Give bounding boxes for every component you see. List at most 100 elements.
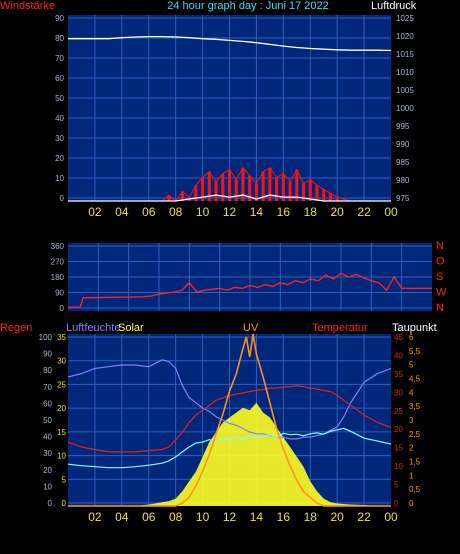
pressure-axis-tick-label: 1000 bbox=[396, 104, 414, 113]
climate-graph-hour-label: 16 bbox=[277, 510, 291, 524]
wind-graph-hour-label: 22 bbox=[357, 205, 371, 219]
wind-graph-hour-label: 12 bbox=[223, 205, 237, 219]
wind-axis-tick-label: 70 bbox=[55, 54, 64, 63]
humidity-axis-tick-label: 35 bbox=[57, 333, 66, 342]
wind-graph-hour-label: 18 bbox=[304, 205, 318, 219]
solar-axis-label: Solar bbox=[118, 322, 144, 334]
temperature-axis-tick-label: 35 bbox=[394, 370, 403, 379]
temperature-axis-tick-label: 20 bbox=[394, 425, 403, 434]
compass-axis-tick-label: N bbox=[436, 302, 444, 314]
uv-axis-tick-label: 4,5 bbox=[409, 375, 421, 384]
uv-axis-tick-label: 0,5 bbox=[409, 485, 421, 494]
rain-axis-tick-label: 30 bbox=[43, 449, 52, 458]
uv-axis-tick-label: 2,5 bbox=[409, 430, 421, 439]
temperature-axis-label: Temperatur bbox=[312, 322, 368, 334]
pressure-axis-tick-label: 995 bbox=[396, 122, 410, 131]
wind-axis-tick-label: 40 bbox=[55, 114, 64, 123]
uv-axis-tick-label: 1,5 bbox=[409, 458, 421, 467]
uv-axis-tick-label: 2 bbox=[409, 444, 414, 453]
wind-graph-hour-label: 00 bbox=[384, 205, 398, 219]
rain-axis-tick-label: 70 bbox=[43, 383, 52, 392]
compass-axis-tick-label: N bbox=[436, 240, 444, 252]
uv-axis-tick-label: 3 bbox=[409, 416, 414, 425]
pressure-axis-tick-label: 1015 bbox=[396, 50, 414, 59]
direction-axis-tick-label: 0 bbox=[60, 304, 65, 313]
rain-axis-tick-label: 20 bbox=[43, 466, 52, 475]
direction-axis-tick-label: 270 bbox=[51, 258, 65, 267]
compass-axis-tick-label: W bbox=[436, 287, 447, 299]
wind-graph-hour-label: 20 bbox=[330, 205, 344, 219]
direction-axis-tick-label: 180 bbox=[51, 273, 65, 282]
temperature-axis-tick-label: 0 bbox=[394, 499, 399, 508]
humidity-axis-tick-label: 0 bbox=[62, 499, 67, 508]
wind-axis-tick-label: 20 bbox=[55, 154, 64, 163]
uv-axis-tick-label: 1 bbox=[409, 471, 414, 480]
humidity-axis-label: Luftfeuchte bbox=[66, 322, 120, 334]
wind-axis-tick-label: 80 bbox=[55, 34, 64, 43]
humidity-line bbox=[67, 359, 392, 440]
wind-axis-tick-label: 0 bbox=[60, 194, 65, 203]
climate-graph-hour-label: 06 bbox=[142, 510, 156, 524]
rain-axis-label: Regen bbox=[0, 322, 32, 334]
climate-graph-hour-label: 20 bbox=[330, 510, 344, 524]
direction-axis-tick-label: 360 bbox=[51, 242, 65, 251]
pressure-axis-tick-label: 985 bbox=[396, 158, 410, 167]
rain-axis-tick-label: 90 bbox=[43, 350, 52, 359]
wind-graph-hour-label: 06 bbox=[142, 205, 156, 219]
humidity-axis-tick-label: 5 bbox=[62, 475, 67, 484]
climate-graph-hour-label: 10 bbox=[196, 510, 210, 524]
climate-graph-hour-label: 22 bbox=[357, 510, 371, 524]
climate-graph-hour-label: 14 bbox=[250, 510, 264, 524]
humidity-axis-tick-label: 30 bbox=[57, 357, 66, 366]
pressure-axis-tick-label: 1010 bbox=[396, 68, 414, 77]
temperature-line bbox=[67, 384, 392, 453]
pressure-axis-tick-label: 1020 bbox=[396, 32, 414, 41]
temperature-axis-tick-label: 10 bbox=[394, 462, 403, 471]
wind-graph-hour-label: 10 bbox=[196, 205, 210, 219]
climate-graph-hour-label: 18 bbox=[304, 510, 318, 524]
chart-title: 24 hour graph day : Juni 17 2022 bbox=[167, 0, 328, 12]
temperature-axis-tick-label: 15 bbox=[394, 444, 403, 453]
pressure-line bbox=[68, 35, 392, 52]
pressure-axis-tick-label: 975 bbox=[396, 194, 410, 203]
rain-axis-tick-label: 50 bbox=[43, 416, 52, 425]
rain-axis-tick-label: 0 bbox=[48, 499, 53, 508]
climate-graph-hour-label: 04 bbox=[115, 510, 129, 524]
dewpoint-line bbox=[67, 427, 392, 469]
direction-axis-tick-label: 90 bbox=[55, 289, 64, 298]
humidity-axis-tick-label: 10 bbox=[57, 452, 66, 461]
climate-graph-hour-label: 12 bbox=[223, 510, 237, 524]
wind-graph-hour-label: 16 bbox=[277, 205, 291, 219]
temperature-axis-tick-label: 30 bbox=[394, 388, 403, 397]
rain-axis-tick-label: 40 bbox=[43, 433, 52, 442]
wind-graph-hour-label: 04 bbox=[115, 205, 129, 219]
pressure-axis-tick-label: 990 bbox=[396, 140, 410, 149]
solar-area bbox=[68, 402, 391, 506]
temperature-axis-tick-label: 45 bbox=[394, 333, 403, 342]
wind-axis-tick-label: 30 bbox=[55, 134, 64, 143]
wind-axis-tick-label: 50 bbox=[55, 94, 64, 103]
pressure-axis-tick-label: 1005 bbox=[396, 86, 414, 95]
wind-direction-line bbox=[68, 272, 432, 308]
uv-axis-tick-label: 4 bbox=[409, 388, 414, 397]
humidity-axis-tick-label: 15 bbox=[57, 428, 66, 437]
humidity-axis-tick-label: 20 bbox=[57, 404, 66, 413]
compass-axis-tick-label: S bbox=[436, 271, 443, 283]
uv-axis-tick-label: 5 bbox=[409, 361, 414, 370]
temperature-axis-tick-label: 40 bbox=[394, 351, 403, 360]
wind-axis-tick-label: 90 bbox=[55, 14, 64, 23]
rain-axis-tick-label: 60 bbox=[43, 399, 52, 408]
compass-axis-tick-label: O bbox=[436, 256, 445, 268]
uv-axis-tick-label: 5,5 bbox=[409, 347, 421, 356]
climate-graph-hour-label: 08 bbox=[169, 510, 183, 524]
wind-graph-hour-label: 08 bbox=[169, 205, 183, 219]
uv-axis-label: UV bbox=[243, 322, 259, 334]
wind-graph-hour-label: 14 bbox=[250, 205, 264, 219]
pressure-axis-label: Luftdruck bbox=[371, 0, 417, 12]
pressure-axis-tick-label: 980 bbox=[396, 176, 410, 185]
rain-axis-tick-label: 80 bbox=[43, 366, 52, 375]
wind-speed-line bbox=[68, 166, 391, 202]
rain-axis-tick-label: 100 bbox=[39, 333, 53, 342]
temperature-axis-tick-label: 25 bbox=[394, 407, 403, 416]
